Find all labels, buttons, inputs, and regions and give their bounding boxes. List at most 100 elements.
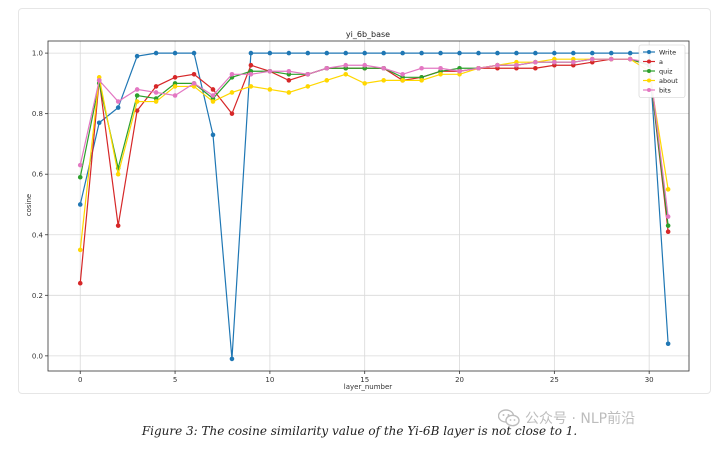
series-line — [79, 58, 669, 250]
y-tick-label: 0.4 — [32, 231, 44, 239]
data-point — [286, 50, 292, 56]
x-tick-label: 20 — [455, 376, 464, 384]
data-point — [665, 187, 671, 192]
data-point — [495, 62, 500, 68]
wechat-icon — [498, 409, 520, 427]
data-point — [381, 50, 386, 56]
x-tick-label: 25 — [550, 376, 559, 384]
data-point — [324, 78, 330, 83]
data-point — [400, 78, 405, 83]
data-point — [134, 93, 140, 98]
data-point — [134, 87, 140, 92]
legend-swatch-marker — [647, 59, 651, 64]
data-point — [115, 171, 121, 177]
data-point — [153, 90, 159, 95]
legend-label: bits — [659, 86, 671, 94]
y-tick-label: 0.2 — [32, 292, 43, 300]
data-point — [608, 56, 614, 62]
data-point — [400, 72, 405, 77]
data-point — [419, 78, 424, 83]
series-line — [79, 58, 669, 226]
data-point — [286, 90, 292, 95]
data-point — [267, 50, 273, 56]
series-line — [79, 58, 669, 284]
data-point — [476, 65, 481, 71]
plot-area-border — [47, 40, 690, 372]
line-chart: yi_6b_base cosine layer_number 0 5 10 15 20 2… — [25, 30, 690, 391]
data-point — [210, 93, 216, 98]
x-tick-label: 5 — [173, 376, 177, 384]
data-point — [115, 223, 121, 228]
data-point — [153, 84, 159, 89]
data-point — [608, 50, 614, 56]
legend-label: a — [659, 58, 663, 66]
data-point — [229, 111, 235, 116]
watermark: 公众号 · NLP前沿 — [498, 408, 635, 428]
legend-box — [638, 44, 686, 98]
series-bits — [77, 56, 671, 219]
data-point — [286, 68, 292, 74]
y-axis-label: cosine — [25, 194, 33, 216]
data-point — [191, 81, 197, 86]
chart-frame: yi_6b_base cosine layer_number 0 5 10 15 20 2… — [18, 8, 711, 394]
data-point — [457, 50, 462, 56]
data-point — [267, 87, 273, 92]
y-tick-label: 0.6 — [32, 171, 44, 179]
data-point — [476, 50, 481, 56]
data-point — [324, 65, 330, 71]
y-tick-label: 1.0 — [32, 50, 43, 58]
data-point — [172, 75, 178, 80]
data-point — [400, 50, 405, 56]
x-tick-label: 15 — [360, 376, 369, 384]
data-point — [248, 84, 254, 89]
series-write — [77, 50, 671, 362]
data-point — [77, 202, 83, 207]
data-point — [96, 120, 102, 126]
legend-swatch-marker — [647, 78, 651, 83]
x-axis-label: layer_number — [344, 383, 393, 391]
watermark-text: 公众号 · NLP前沿 — [525, 411, 636, 427]
legend-label: about — [659, 77, 678, 85]
data-point — [77, 174, 83, 180]
chart-title: yi_6b_base — [346, 30, 390, 39]
data-point — [267, 68, 273, 74]
data-point — [665, 214, 671, 219]
data-point — [77, 162, 83, 168]
figure-caption: Figure 3: The cosine similarity value of… — [141, 424, 578, 438]
data-point — [153, 99, 159, 104]
legend-swatch-marker — [647, 88, 651, 92]
legend-swatch-marker — [647, 69, 651, 73]
data-point — [210, 99, 216, 104]
data-point — [134, 53, 140, 59]
data-point — [457, 68, 462, 74]
data-point — [229, 356, 235, 362]
data-point — [381, 65, 386, 71]
data-point — [362, 62, 368, 68]
data-point — [627, 50, 633, 56]
x-tick-label: 10 — [265, 376, 274, 384]
data-point — [77, 247, 83, 253]
data-point — [362, 81, 368, 86]
data-point — [552, 50, 557, 56]
data-point — [438, 65, 443, 71]
data-point — [665, 229, 671, 235]
data-point — [419, 50, 424, 56]
legend-item: Write — [643, 48, 676, 56]
data-point — [210, 132, 216, 138]
series-line — [79, 52, 669, 359]
series-line — [79, 58, 669, 217]
data-point — [115, 105, 121, 110]
data-point — [153, 50, 159, 56]
data-point — [305, 72, 311, 77]
data-point — [134, 99, 140, 104]
data-point — [438, 72, 443, 77]
data-point — [665, 223, 671, 228]
data-point — [533, 50, 538, 56]
data-point — [533, 65, 538, 71]
data-point — [362, 50, 368, 56]
legend-label: quiz — [659, 67, 673, 75]
data-point — [438, 50, 443, 56]
data-point — [571, 50, 576, 56]
y-tick-label: 0.0 — [32, 352, 43, 360]
